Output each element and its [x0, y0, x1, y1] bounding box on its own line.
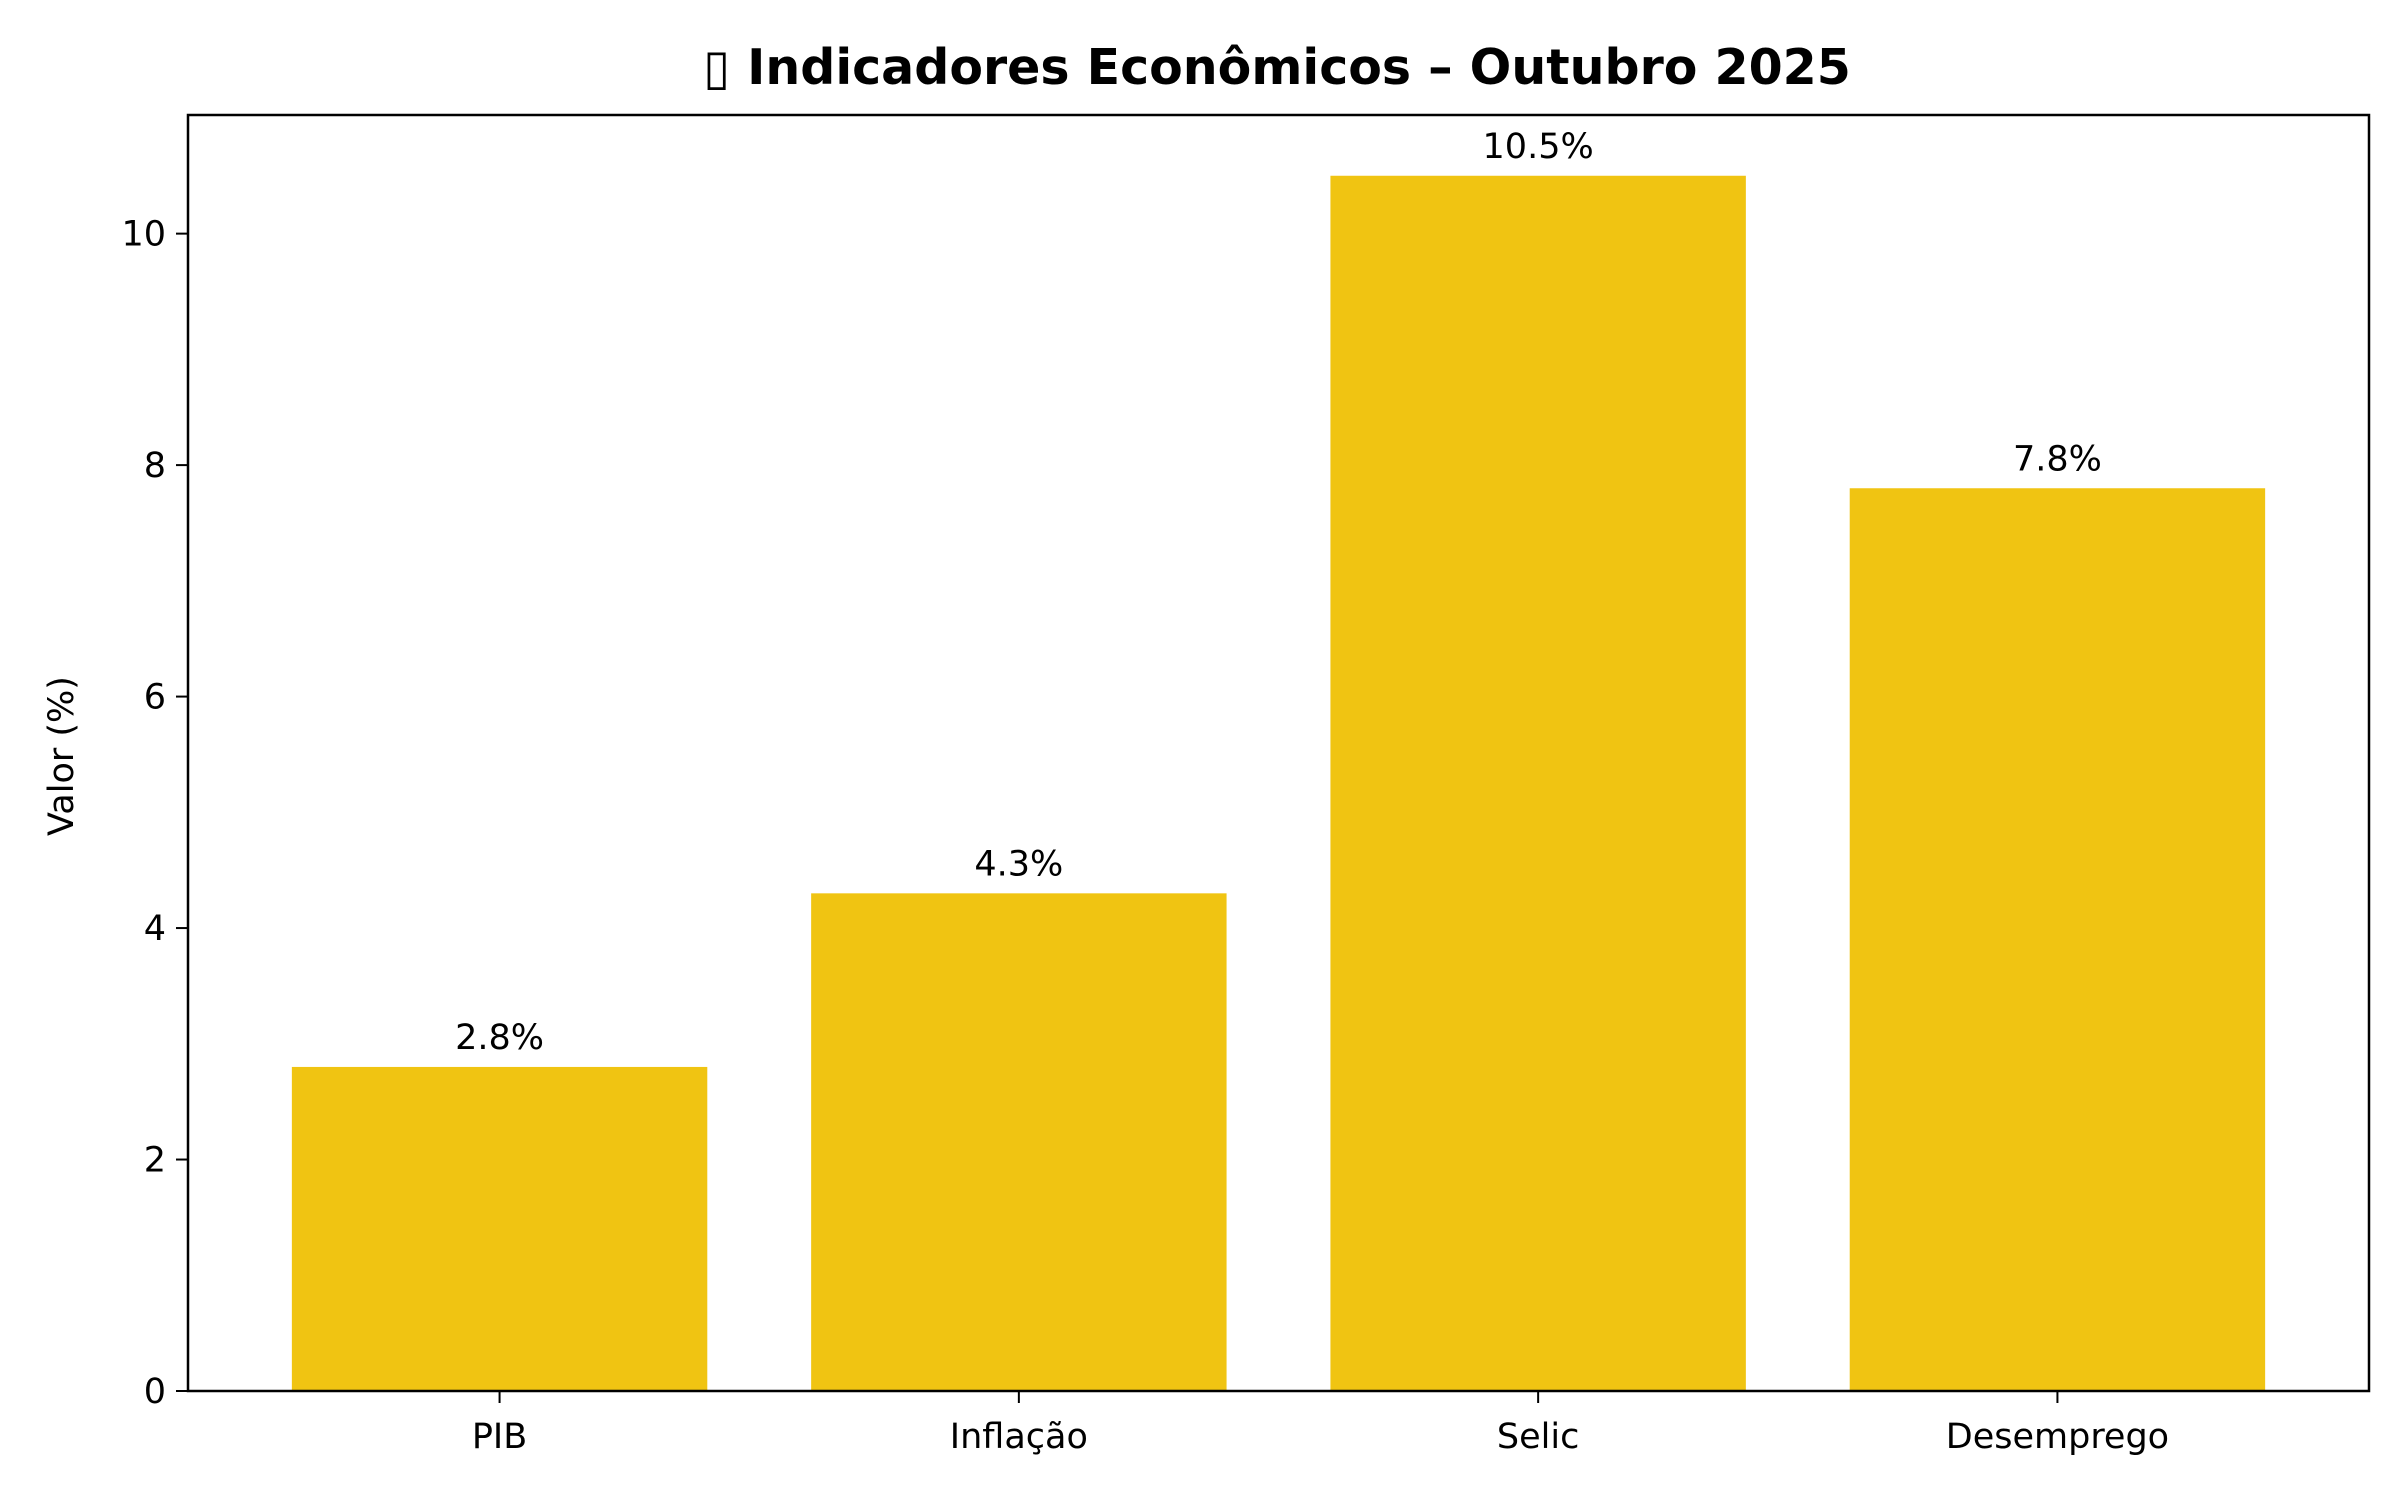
y-tick-label-4: 8	[144, 446, 166, 486]
y-axis-label: Valor (%)	[42, 676, 82, 836]
data-label-2: 10.5%	[1483, 127, 1594, 167]
data-labels-group: 2.8% 4.3% 10.5% 7.8%	[455, 127, 2102, 1058]
y-tick-label-3: 6	[144, 678, 166, 718]
bars-group	[291, 175, 2266, 1391]
x-tick-label-3: Desemprego	[1946, 1417, 2169, 1457]
plot-frame	[186, 113, 2371, 1393]
y-tick-label-1: 2	[144, 1141, 166, 1181]
data-label-1: 4.3%	[974, 844, 1063, 884]
x-axis-ticks: PIB Inflação Selic Desemprego	[472, 1391, 2169, 1457]
bar-3	[1849, 488, 2266, 1391]
x-tick-label-1: Inflação	[950, 1417, 1088, 1457]
y-axis-ticks: 0 2 4 6 8 10	[121, 215, 188, 1412]
chart-title: ▯ Indicadores Econômicos – Outubro 2025	[703, 39, 1851, 96]
bar-2	[1330, 175, 1746, 1391]
data-label-3: 7.8%	[2013, 439, 2102, 479]
y-tick-label-5: 10	[121, 215, 166, 255]
x-tick-label-2: Selic	[1497, 1417, 1579, 1457]
bar-1	[811, 893, 1227, 1391]
data-label-0: 2.8%	[455, 1018, 544, 1058]
x-tick-label-0: PIB	[472, 1417, 527, 1457]
y-tick-label-2: 4	[144, 909, 166, 949]
bar-0	[291, 1066, 708, 1391]
y-tick-label-0: 0	[144, 1372, 166, 1412]
